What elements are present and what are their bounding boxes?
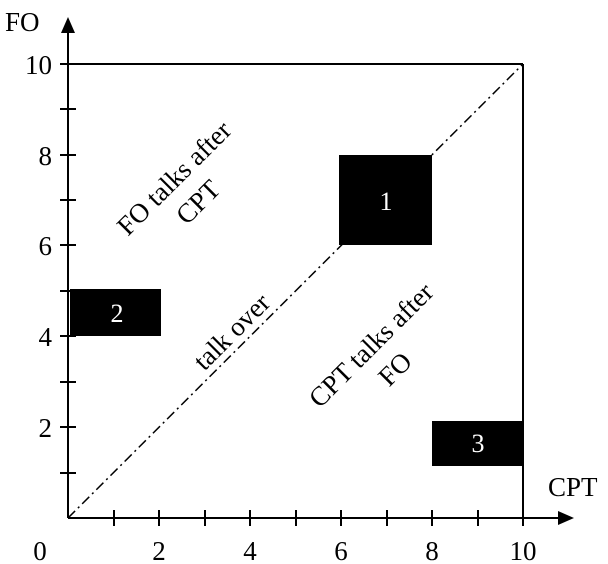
y-tick-label: 8 [39,141,53,171]
box-3-label: 3 [472,429,485,458]
upper-region-label-line1: FO talks after [111,115,237,241]
box-3: 3 [432,421,523,466]
upper-region-label: FO talks after CPT [111,115,237,241]
x-tick-label: 8 [425,536,439,564]
box-1-rect [339,155,432,245]
diagonal-label: talk over [187,287,276,376]
axes [61,17,574,525]
lower-region-label: CPT talks after FO [303,277,439,413]
x-tick-label: 2 [152,536,166,564]
x-tick-label: 4 [243,536,257,564]
y-tick-label: 4 [39,322,53,352]
y-tick-label: 2 [39,413,53,443]
y-axis-arrow [61,17,75,33]
box-3-rect [432,421,523,466]
box-1: 1 [339,155,432,245]
box-2-rect [70,289,161,336]
x-tick-label: 0 [33,536,47,564]
x-tick-label: 6 [334,536,348,564]
lower-region-label-line1: CPT talks after [303,277,439,413]
y-tick-labels: 2 4 6 8 10 [25,50,53,443]
box-2: 2 [70,289,161,336]
box-1-label: 1 [380,187,393,216]
box-2-label: 2 [111,299,124,328]
x-axis-title: CPT [548,472,598,502]
y-tick-label: 6 [39,231,53,261]
x-axis-arrow [558,511,574,525]
x-tick-labels: 0 2 4 6 8 10 [33,536,536,564]
x-tick-label: 10 [510,536,537,564]
x-ticks [113,510,524,526]
y-axis-title: FO [5,7,40,37]
diagonal-line [67,63,524,519]
y-tick-label: 10 [25,50,52,80]
